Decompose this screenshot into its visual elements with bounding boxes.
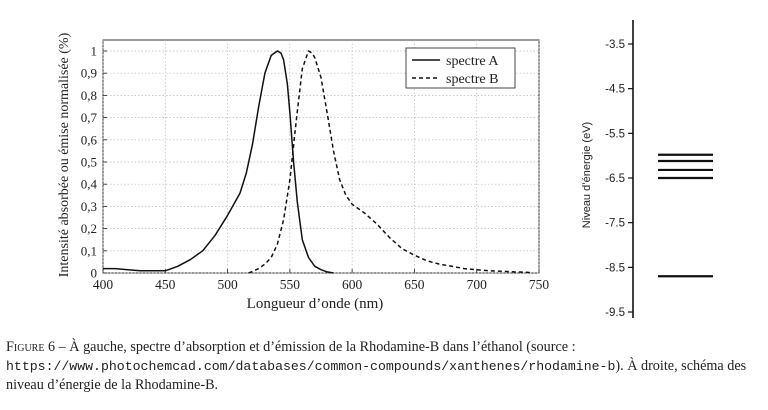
energy-tick-label: -5.5 [605,128,625,140]
y-tick-label: 0,1 [81,243,97,258]
energy-tick-labels: -3.5 -4.5 -5.5 -6.5 -7.5 -8.5 -9.5 [605,39,633,319]
x-tick-label: 550 [280,277,301,292]
y-tick-label: 0,2 [81,221,97,236]
y-tick-label: 0,7 [81,110,98,125]
series-lines [103,50,533,274]
energy-tick-label: -7.5 [605,218,625,230]
y-tick-label: 0,6 [81,132,98,147]
energy-tick-label: -4.5 [605,84,625,96]
legend: spectre A spectre B [405,47,516,89]
x-tick-label: 750 [529,277,550,292]
y-tick-label: 0,9 [81,66,97,81]
x-tick-label: 400 [93,277,114,292]
x-tick-label: 500 [217,277,238,292]
caption-text-after: ). À droite, schéma des niveau d’énergie… [6,358,747,393]
energy-levels [658,153,713,278]
y-tick-label: 0,4 [81,177,98,192]
y-tick-label: 0,5 [81,155,97,170]
energy-tick-label: -3.5 [605,39,625,51]
caption-source-url: https://www.photochemcad.com/databases/c… [6,359,616,374]
series-line-spectre-b [248,50,533,274]
x-tick-label: 700 [467,277,488,292]
caption-text-before: – À gauche, spectre d’absorption et d’ém… [55,339,576,355]
energy-tick-label: -8.5 [605,262,625,274]
y-tick-label: 0,8 [81,88,97,103]
energy-tick-label: -6.5 [605,173,625,185]
legend-label-a: spectre A [446,54,499,69]
legend-label-b: spectre B [446,72,498,87]
series-line-spectre-a [103,50,334,274]
y-tick-labels: 0 0,1 0,2 0,3 0,4 0,5 0,6 0,7 0,8 0,9 1 [81,44,98,281]
y-tick-label: 1 [91,44,98,59]
x-axis-label: Longueur d’onde (nm) [247,296,384,312]
y-tick-label: 0,3 [81,199,97,214]
x-tick-label: 650 [404,277,425,292]
energy-axis-label: Niveau d’énergie (eV) [581,122,593,228]
spectrum-chart: 400 450 500 550 600 650 700 750 0 0,1 0,2 0,3 0,4 0,… [57,32,549,312]
caption-label: Figure 6 [6,339,56,355]
x-tick-label: 600 [342,277,363,292]
y-tick-label: 0 [91,266,98,281]
y-axis-label: Intensité absorbée ou émise normalisée (… [57,32,72,277]
energy-level-chart: -3.5 -4.5 -5.5 -6.5 -7.5 -8.5 -9.5 Niveau d’én… [581,20,713,319]
energy-tick-label: -9.5 [605,307,625,319]
x-tick-label: 450 [155,277,176,292]
x-tick-labels: 400 450 500 550 600 650 700 750 [93,277,550,292]
figure-caption: Figure 6 – À gauche, spectre d’absorptio… [6,338,764,395]
legend-box [405,47,516,89]
